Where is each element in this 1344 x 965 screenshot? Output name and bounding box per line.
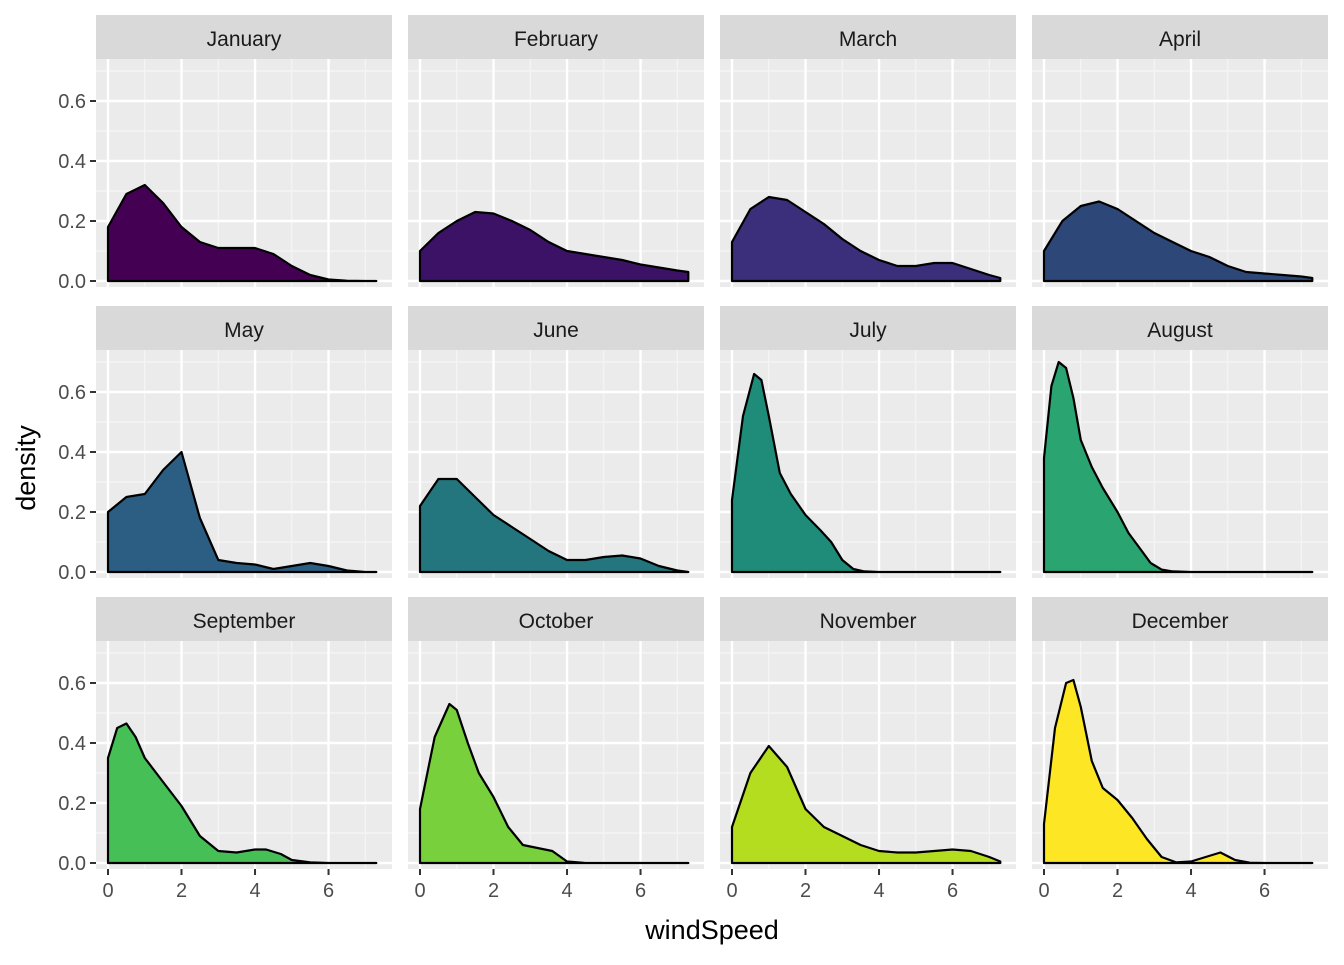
strip-background-august: [1032, 306, 1328, 350]
y-axis-title: density: [11, 425, 41, 511]
density-area-december: [1042, 678, 1314, 865]
strip-label-october: October: [519, 610, 594, 633]
y-tick-label: 0.0: [58, 853, 86, 875]
strip-label-march: March: [839, 28, 897, 51]
x-tick-label: 4: [561, 880, 572, 902]
strip-background-february: [408, 15, 704, 59]
x-tick-label: 6: [323, 880, 334, 902]
density-area-may: [106, 450, 378, 574]
x-tick-label: 4: [873, 880, 884, 902]
density-area-july: [730, 372, 1002, 574]
y-tick-label: 0.6: [58, 91, 86, 113]
strip-background-january: [96, 15, 392, 59]
strip-label-june: June: [533, 319, 579, 342]
y-tick-label: 0.2: [58, 502, 86, 524]
strip-label-august: August: [1147, 319, 1213, 342]
density-area-february: [418, 210, 690, 283]
density-area-january: [106, 183, 378, 283]
y-tick-label: 0.6: [58, 673, 86, 695]
y-tick-label: 0.4: [58, 151, 86, 173]
density-area-november: [730, 744, 1002, 865]
strip-label-january: January: [207, 28, 282, 51]
strip-background-october: [408, 597, 704, 641]
strip-background-may: [96, 306, 392, 350]
x-tick-label: 0: [414, 880, 425, 902]
strip-background-march: [720, 15, 1016, 59]
density-area-september: [106, 722, 378, 865]
density-area-march: [730, 195, 1002, 283]
x-tick-label: 2: [488, 880, 499, 902]
y-tick-label: 0.4: [58, 733, 86, 755]
density-area-april: [1042, 200, 1314, 283]
strip-label-april: April: [1159, 28, 1201, 51]
strip-background-september: [96, 597, 392, 641]
strip-label-september: September: [193, 610, 296, 633]
x-axis-title: windSpeed: [644, 915, 779, 945]
strip-label-november: November: [820, 610, 917, 633]
density-area-august: [1042, 360, 1314, 574]
y-tick-label: 0.6: [58, 382, 86, 404]
strip-background-november: [720, 597, 1016, 641]
strip-background-june: [408, 306, 704, 350]
y-tick-label: 0.4: [58, 442, 86, 464]
strip-label-may: May: [224, 319, 264, 342]
density-area-october: [418, 702, 690, 865]
x-tick-label: 2: [1112, 880, 1123, 902]
strip-background-july: [720, 306, 1016, 350]
x-tick-label: 0: [102, 880, 113, 902]
x-tick-label: 2: [176, 880, 187, 902]
y-tick-label: 0.2: [58, 793, 86, 815]
x-tick-label: 6: [635, 880, 646, 902]
strip-label-july: July: [849, 319, 887, 342]
x-tick-label: 0: [1038, 880, 1049, 902]
strip-background-december: [1032, 597, 1328, 641]
y-tick-label: 0.0: [58, 562, 86, 584]
x-tick-label: 6: [1259, 880, 1270, 902]
x-tick-label: 4: [1185, 880, 1196, 902]
x-tick-label: 6: [947, 880, 958, 902]
strip-label-december: December: [1132, 610, 1229, 633]
density-area-june: [418, 477, 690, 574]
y-tick-label: 0.0: [58, 271, 86, 293]
x-tick-label: 0: [726, 880, 737, 902]
x-tick-label: 2: [800, 880, 811, 902]
strip-background-april: [1032, 15, 1328, 59]
x-tick-label: 4: [249, 880, 260, 902]
strip-label-february: February: [514, 28, 599, 51]
y-tick-label: 0.2: [58, 211, 86, 233]
